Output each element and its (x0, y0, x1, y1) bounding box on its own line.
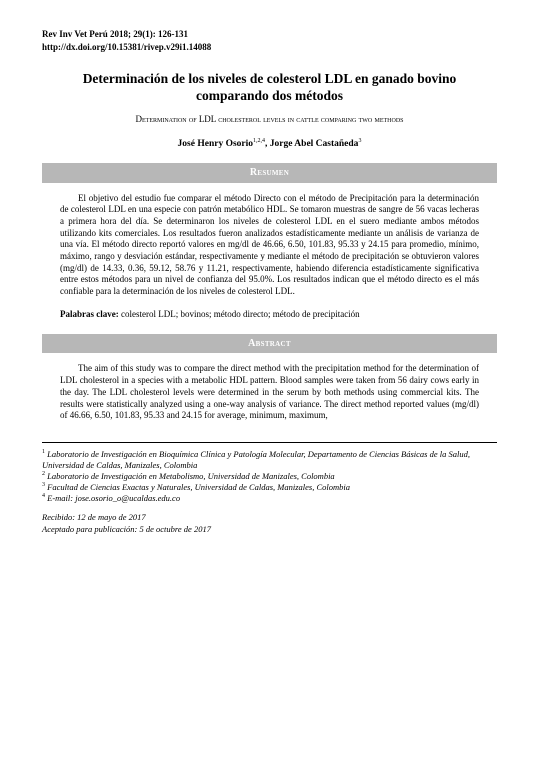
resumen-body: El objetivo del estudio fue comparar el … (60, 193, 479, 298)
journal-reference: Rev Inv Vet Perú 2018; 29(1): 126-131 (42, 28, 497, 40)
affiliation-1: 1 Laboratorio de Investigación en Bioquí… (42, 449, 497, 471)
doi-link: http://dx.doi.org/10.15381/rivep.v29i1.1… (42, 41, 497, 53)
section-heading-resumen: Resumen (42, 163, 497, 183)
abstract-body: The aim of this study was to compare the… (60, 363, 479, 421)
keywords-line: Palabras clave: colesterol LDL; bovinos;… (60, 308, 479, 320)
keywords-label: Palabras clave: (60, 309, 119, 319)
section-heading-abstract: Abstract (42, 334, 497, 354)
affiliation-2: 2 Laboratorio de Investigación en Metabo… (42, 471, 497, 482)
accepted-date: Aceptado para publicación: 5 de octubre … (42, 524, 497, 535)
received-date: Recibido: 12 de mayo de 2017 (42, 512, 497, 523)
affiliation-3: 3 Facultad de Ciencias Exactas y Natural… (42, 482, 497, 493)
affiliations-block: 1 Laboratorio de Investigación en Bioquí… (42, 442, 497, 504)
affiliation-4: 4 E-mail: jose.osorio_o@ucaldas.edu.co (42, 493, 497, 504)
keywords-text: colesterol LDL; bovinos; método directo;… (119, 309, 360, 319)
title-spanish: Determinación de los niveles de colester… (52, 71, 487, 105)
authors-line: José Henry Osorio1,2,4, Jorge Abel Casta… (42, 137, 497, 151)
dates-block: Recibido: 12 de mayo de 2017 Aceptado pa… (42, 512, 497, 535)
title-english: Determination of LDL cholesterol levels … (42, 113, 497, 125)
divider-line (42, 442, 497, 443)
